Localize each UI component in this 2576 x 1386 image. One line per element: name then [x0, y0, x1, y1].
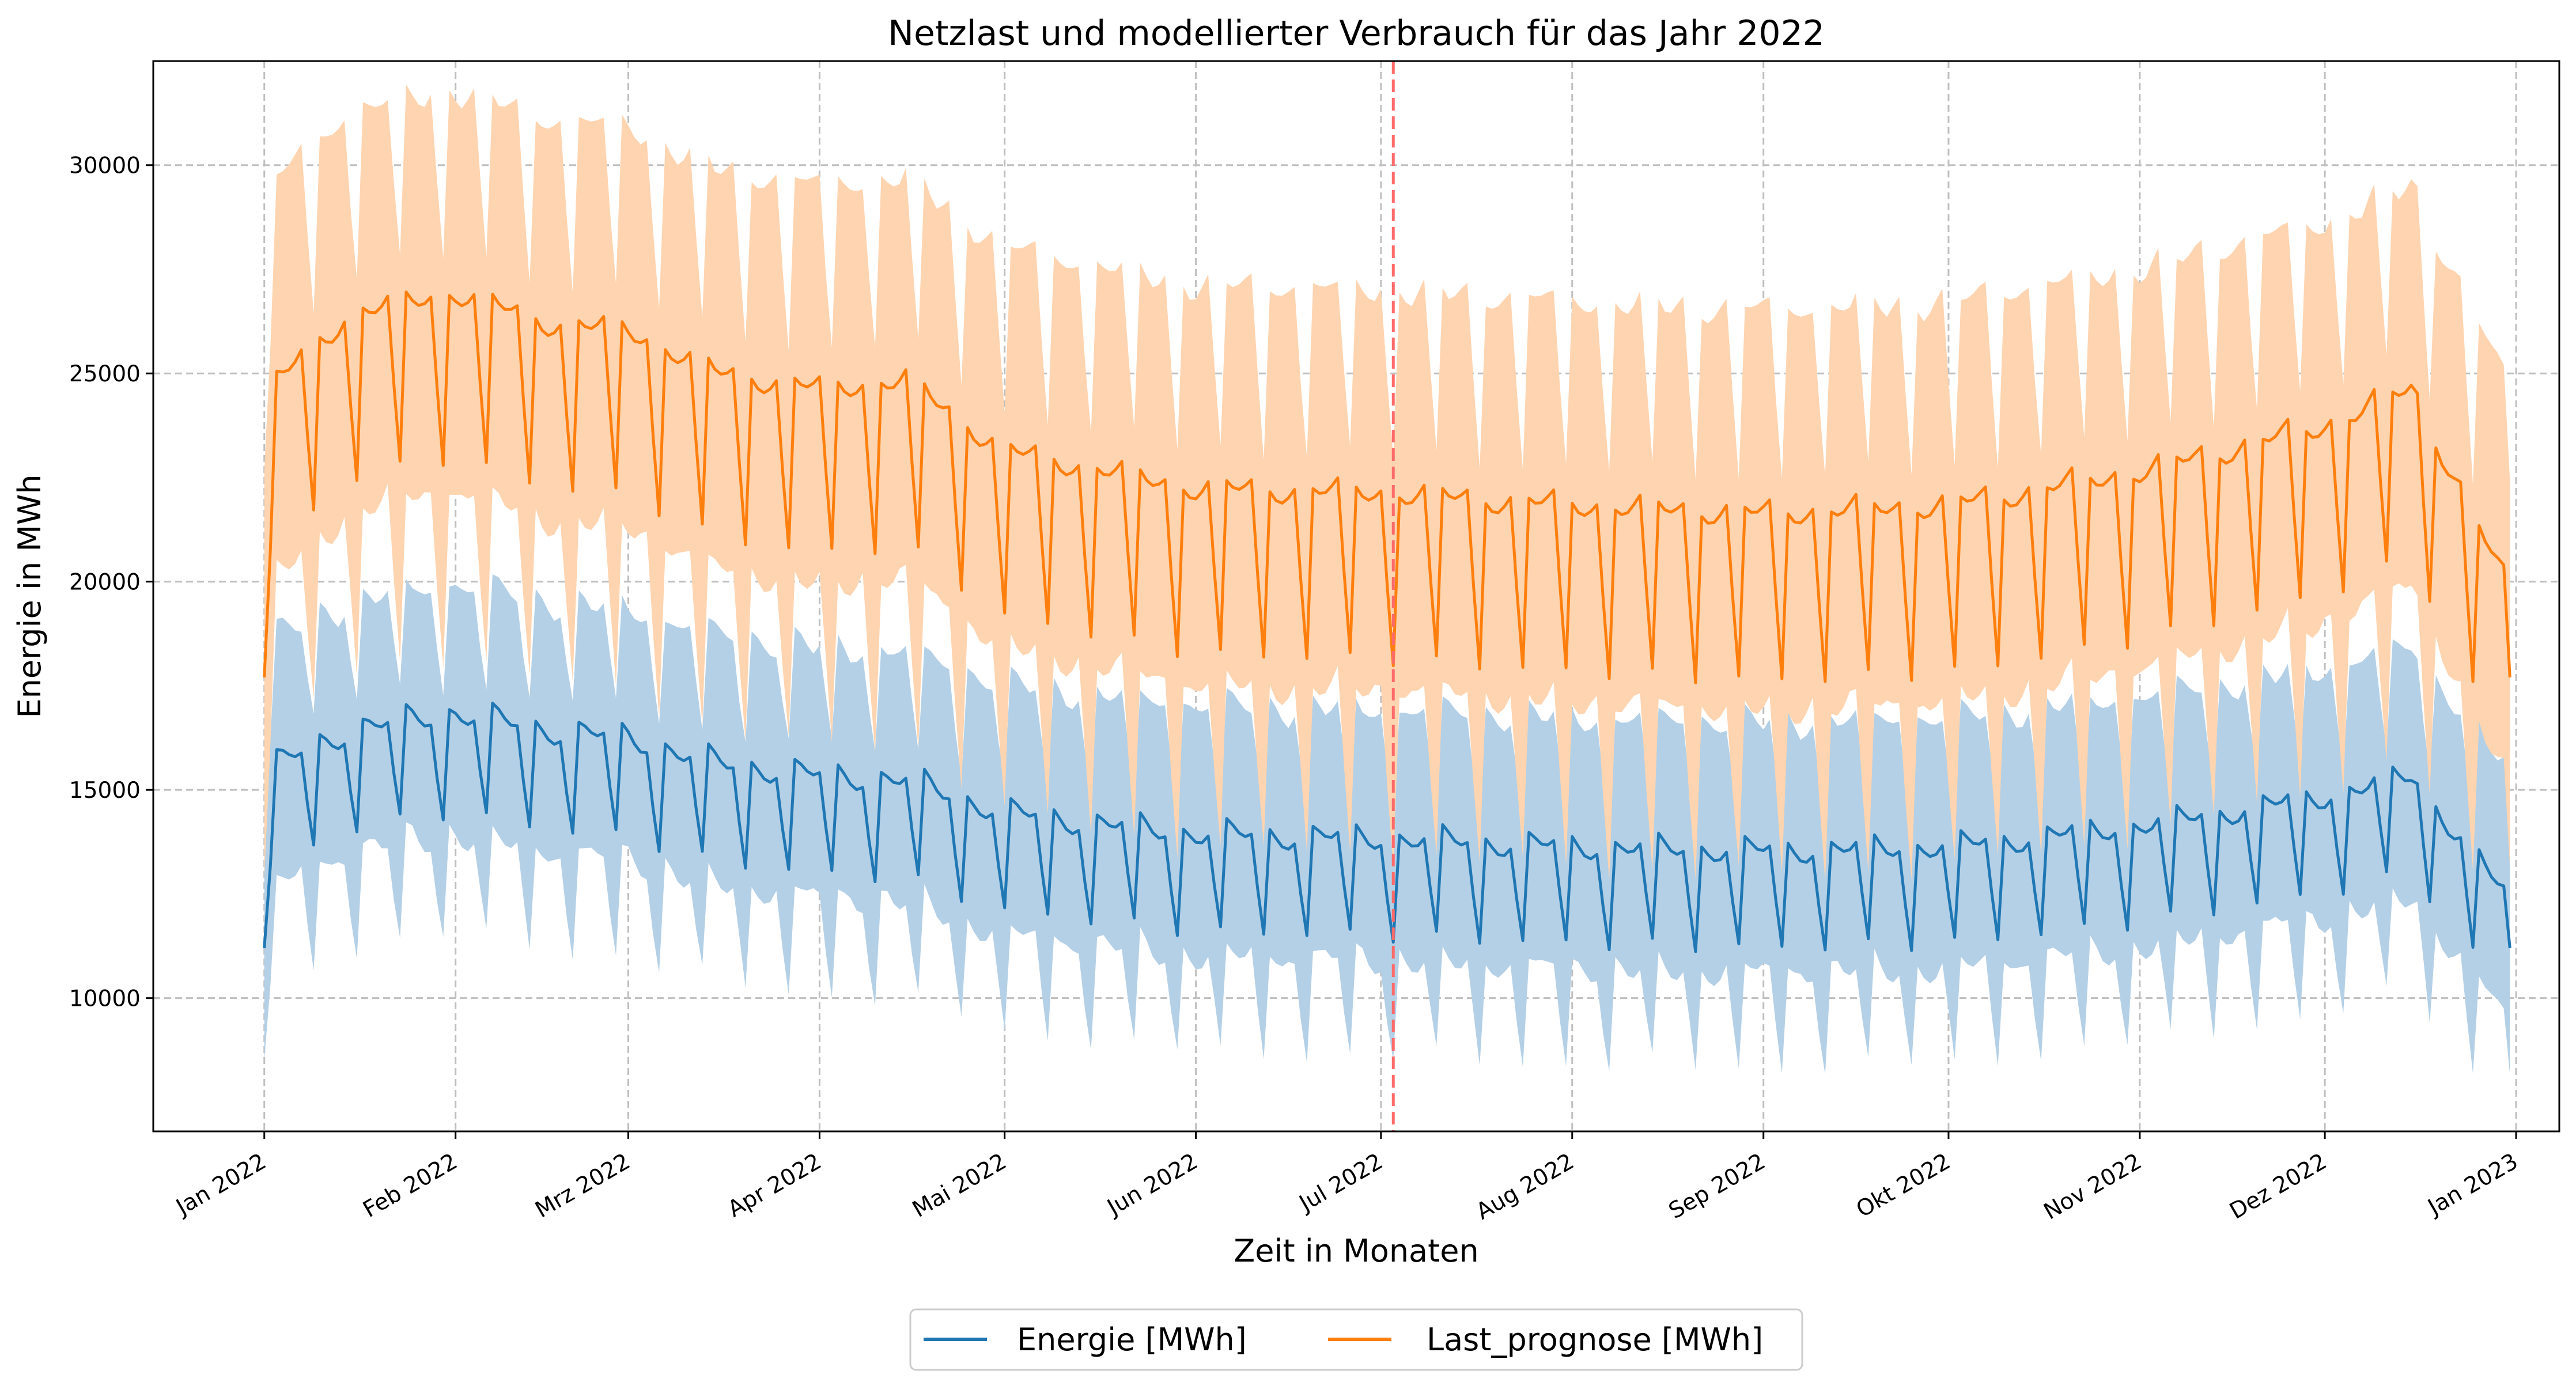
- y-tick-label: 25000: [69, 361, 141, 387]
- band-series-1: [264, 84, 2510, 881]
- y-tick-label: 30000: [69, 153, 141, 179]
- plot-frame: [152, 60, 2560, 1133]
- x-axis-label: Zeit in Monaten: [1234, 1233, 1479, 1269]
- line-series-0: [263, 702, 2511, 953]
- y-tick-label: 15000: [69, 778, 141, 804]
- confidence-bands: [264, 84, 2510, 1075]
- band-series-0: [264, 574, 2510, 1075]
- y-axis-label: Energie in MWh: [12, 474, 48, 718]
- series-lines: [263, 290, 2511, 953]
- chart-title: Netzlast und modellierter Verbrauch für …: [888, 13, 1825, 54]
- y-axis-ticks: 10000 15000 20000 25000 30000: [69, 153, 153, 1012]
- y-tick-label: 20000: [69, 570, 141, 596]
- legend-label-energie: Energie [MWh]: [1017, 1321, 1247, 1358]
- y-tick-label: 10000: [69, 986, 141, 1012]
- legend-label-last-prognose: Last_prognose [MWh]: [1427, 1321, 1763, 1358]
- line-series-1: [263, 290, 2511, 684]
- legend: Energie [MWh] Last_prognose [MWh]: [909, 1308, 1803, 1371]
